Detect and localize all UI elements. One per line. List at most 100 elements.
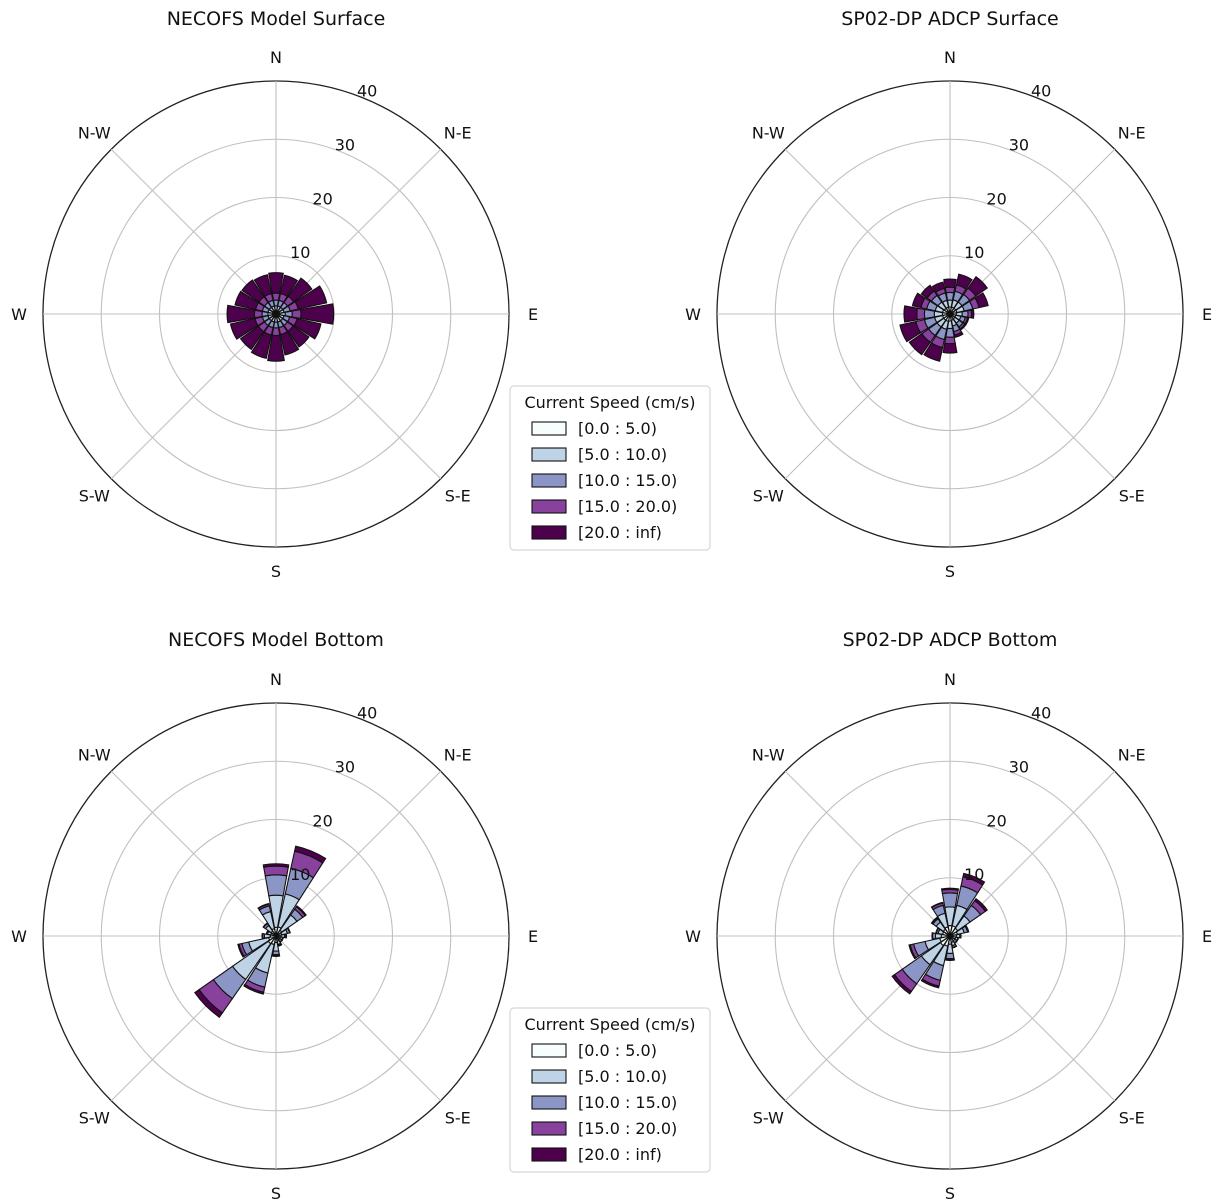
rose-bar-SSE-bin-4: [279, 330, 300, 356]
rose-bar-ENE-bin-3: [964, 924, 970, 933]
grid-spoke: [949, 313, 1116, 480]
direction-label-s: S: [945, 1184, 955, 1203]
rose-bar-NE-bin-4: [973, 897, 989, 913]
radial-tick-label: 10: [290, 243, 310, 262]
rose-bar-E-bin-3: [291, 308, 302, 320]
rose-bar-W-bin-4: [226, 304, 256, 324]
rose-bar-NNW-bin-4: [930, 901, 944, 909]
rose-bar-NW-bin-4: [241, 279, 265, 303]
legend-entry-label: [5.0 : 10.0): [578, 445, 667, 464]
rose-bar-ENE-bin-4: [974, 292, 989, 309]
direction-label-n: N: [270, 670, 282, 689]
legend-swatch: [531, 1043, 567, 1058]
panel-sp02-adcp-bottom: SP02-DP ADCP Bottom 10 20 30 40 N N-E E S-E S S-W…: [685, 629, 1212, 1203]
legend-entry-label: [15.0 : 20.0): [578, 497, 677, 516]
rose-bar-N-bin-3: [263, 865, 289, 877]
rose-bar-W-bin-3: [931, 932, 934, 940]
direction-label-e: E: [1202, 927, 1212, 946]
legend-swatch: [531, 1069, 567, 1084]
radial-tick-label: 30: [335, 136, 355, 155]
direction-label-n: N: [944, 670, 956, 689]
legend-swatch: [531, 525, 567, 540]
direction-label-s: S: [271, 562, 281, 581]
direction-label-s-e: S-E: [1119, 1109, 1145, 1128]
rose-bar-SW-bin-4: [193, 988, 224, 1019]
rose-bar-S-bin-4: [945, 958, 955, 962]
grid-spoke: [949, 935, 1116, 1102]
rose-bar-W-bin-3: [253, 309, 263, 319]
direction-label-s: S: [271, 1184, 281, 1203]
radial-tick-label: 30: [1009, 758, 1029, 777]
rose-bar-SSE-bin-4: [953, 331, 964, 338]
direction-label-e: E: [1202, 305, 1212, 324]
rose-bar-SSW-bin-4: [923, 342, 944, 362]
rose-bar-WSW-bin-4: [237, 943, 245, 958]
rose-bar-NNE-bin-4: [293, 845, 327, 864]
rose-bar-N-bin-4: [940, 887, 960, 891]
rose-bar-S-bin-3: [944, 336, 956, 345]
rose-bar-SW-bin-4: [908, 332, 932, 356]
legend-entry-label: [15.0 : 20.0): [578, 1119, 677, 1138]
rose-bar-SSW-bin-4: [920, 978, 940, 989]
direction-label-s-e: S-E: [1119, 487, 1145, 506]
rose-bar-NW-bin-3: [262, 922, 269, 929]
rose-bar-SE-bin-4: [959, 323, 967, 331]
rose-bar-ENE-bin-3: [287, 927, 291, 934]
rose-bar-N-bin-4: [268, 272, 284, 294]
rose-bar-NNE-bin-4: [279, 274, 299, 298]
rose-bar-N-bin-2: [945, 291, 955, 301]
rose-bar-W-bin-2: [923, 308, 936, 320]
legend-entry-label: [10.0 : 15.0): [578, 1093, 677, 1112]
legend-title: Current Speed (cm/s): [524, 393, 695, 412]
panel-sp02-adcp-surface: SP02-DP ADCP Surface 10 20 30 40 N N-E E S-E S S-…: [685, 8, 1212, 581]
rose-bar-W-bin-3: [916, 307, 926, 321]
grid-spoke: [784, 770, 951, 937]
legend-swatch: [531, 447, 567, 462]
direction-label-n-e: N-E: [444, 123, 472, 142]
direction-label-e: E: [528, 927, 538, 946]
radial-tick-label: 30: [335, 758, 355, 777]
direction-label-s-w: S-W: [79, 487, 110, 506]
direction-label-s-w: S-W: [753, 487, 784, 506]
direction-label-s: S: [945, 562, 955, 581]
radial-tick-label: 30: [1009, 136, 1029, 155]
chart-title: NECOFS Model Bottom: [168, 629, 384, 651]
rose-bar-S-bin-4: [267, 334, 285, 362]
grid-spoke: [784, 148, 951, 315]
rose-bar-WSW-bin-4: [229, 317, 259, 340]
legend-title: Current Speed (cm/s): [524, 1015, 695, 1034]
rose-bar-ENE-bin-4: [294, 285, 328, 310]
direction-label-n: N: [270, 48, 282, 67]
direction-label-w: W: [11, 305, 27, 324]
direction-label-s-w: S-W: [79, 1109, 110, 1128]
rose-bar-N-bin-4: [262, 863, 290, 868]
direction-label-n-w: N-W: [78, 745, 111, 764]
rose-bar-S-bin-4: [271, 954, 281, 957]
legend-entry-label: [0.0 : 5.0): [578, 1041, 657, 1060]
rose-bar-SW-bin-4: [239, 325, 265, 351]
legend-swatch: [531, 1121, 567, 1136]
direction-label-w: W: [685, 927, 701, 946]
direction-label-n-w: N-W: [78, 123, 111, 142]
rose-bar-WNW-bin-4: [234, 290, 260, 311]
rose-bar-S-bin-2: [945, 952, 955, 960]
radial-tick-label: 40: [357, 82, 377, 101]
radial-tick-label: 40: [1031, 704, 1051, 723]
radial-tick-label: 10: [290, 865, 310, 884]
legend-entry-label: [10.0 : 15.0): [578, 471, 677, 490]
rose-bar-NW-bin-4: [920, 284, 935, 299]
panel-necofs-model-surface: NECOFS Model Surface 10 20 30 40 N N-E E S-E S S-…: [11, 8, 538, 581]
radial-tick-label: 10: [964, 243, 984, 262]
rose-bar-E-bin-2: [961, 310, 969, 318]
legend-swatch: [531, 1147, 567, 1162]
rose-bar-N-bin-2: [264, 874, 288, 897]
rose-bar-W-bin-3: [261, 932, 264, 940]
radial-tick-label: 20: [312, 811, 332, 830]
direction-label-w: W: [685, 305, 701, 324]
rose-bar-SW-bin-4: [891, 973, 913, 995]
rose-bar-NW-bin-4: [930, 916, 939, 925]
rose-bar-WNW-bin-3: [935, 927, 939, 934]
direction-label-w: W: [11, 927, 27, 946]
rose-bar-SSW-bin-4: [243, 983, 265, 995]
